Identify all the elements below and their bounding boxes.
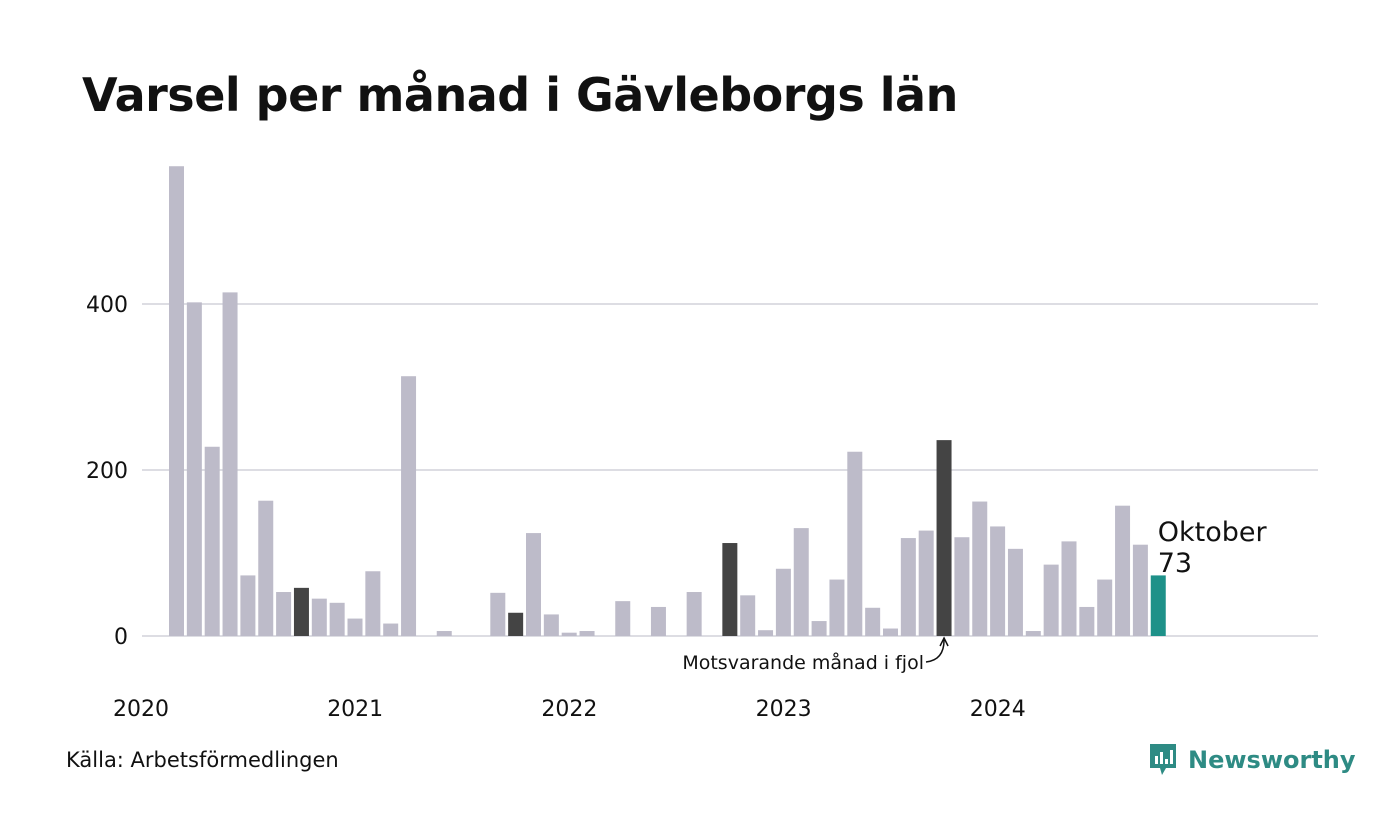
bar (900, 538, 916, 636)
bar (758, 630, 774, 636)
bar (222, 292, 238, 636)
bar (1043, 564, 1059, 636)
bar (204, 446, 220, 636)
bar (936, 440, 952, 636)
bar (865, 607, 881, 636)
brand-logo: Newsworthy (1148, 742, 1356, 778)
bar (918, 530, 934, 636)
x-tick-label: 2023 (756, 697, 812, 722)
bar (186, 302, 202, 636)
bar (740, 595, 756, 636)
bar (811, 621, 827, 636)
bar (990, 526, 1006, 636)
bar (954, 537, 970, 636)
bar (293, 587, 309, 636)
x-tick-label: 2022 (541, 697, 597, 722)
bars (169, 166, 1166, 636)
bar (1061, 541, 1077, 636)
y-axis-ticks: 0 200 400 (86, 293, 128, 650)
bar (775, 568, 791, 636)
bar (847, 451, 863, 636)
bar (1115, 505, 1131, 636)
current-month-label: Oktober (1158, 517, 1268, 548)
bar (543, 614, 559, 636)
bar (365, 571, 381, 636)
x-tick-label: 2020 (113, 697, 169, 722)
bar (972, 501, 988, 636)
y-tick-label: 0 (114, 625, 128, 650)
bar (1079, 606, 1095, 636)
bar (508, 612, 524, 636)
bar (615, 601, 631, 636)
bar (526, 533, 541, 636)
bar (490, 592, 506, 636)
bar (329, 602, 345, 636)
bar (1025, 631, 1041, 636)
bar (883, 628, 898, 636)
bar (722, 543, 738, 636)
y-tick-label: 400 (86, 293, 128, 318)
source-label: Källa: Arbetsförmedlingen (66, 748, 339, 772)
current-value-label: 73 (1158, 548, 1192, 579)
bar-chart-speech-bubble-icon (1150, 744, 1176, 775)
bar (1150, 575, 1166, 636)
arrow-head (939, 636, 949, 647)
bar (311, 598, 327, 636)
bar (829, 579, 845, 636)
x-axis-ticks: 2020 2021 2022 2023 2024 (113, 697, 1026, 722)
bar (1007, 548, 1023, 636)
bar (436, 631, 452, 636)
bar (169, 166, 184, 636)
comparison-note: Motsvarande månad i fjol (682, 651, 924, 674)
x-tick-label: 2024 (970, 697, 1026, 722)
bar (579, 631, 595, 636)
comparison-arrow (925, 639, 945, 663)
y-tick-label: 200 (86, 459, 128, 484)
bar (383, 623, 399, 636)
brand-name: Newsworthy (1188, 746, 1356, 774)
bar (258, 500, 274, 636)
chart-title: Varsel per månad i Gävleborgs län (82, 68, 958, 122)
bar (401, 376, 417, 636)
bar (1097, 579, 1113, 636)
bar (1132, 544, 1148, 636)
x-tick-label: 2021 (327, 697, 383, 722)
bar (347, 618, 363, 636)
bar (793, 528, 809, 636)
bar (561, 632, 577, 636)
bar (276, 592, 292, 636)
bar (240, 575, 256, 636)
bar (650, 606, 666, 636)
bar (686, 592, 702, 636)
